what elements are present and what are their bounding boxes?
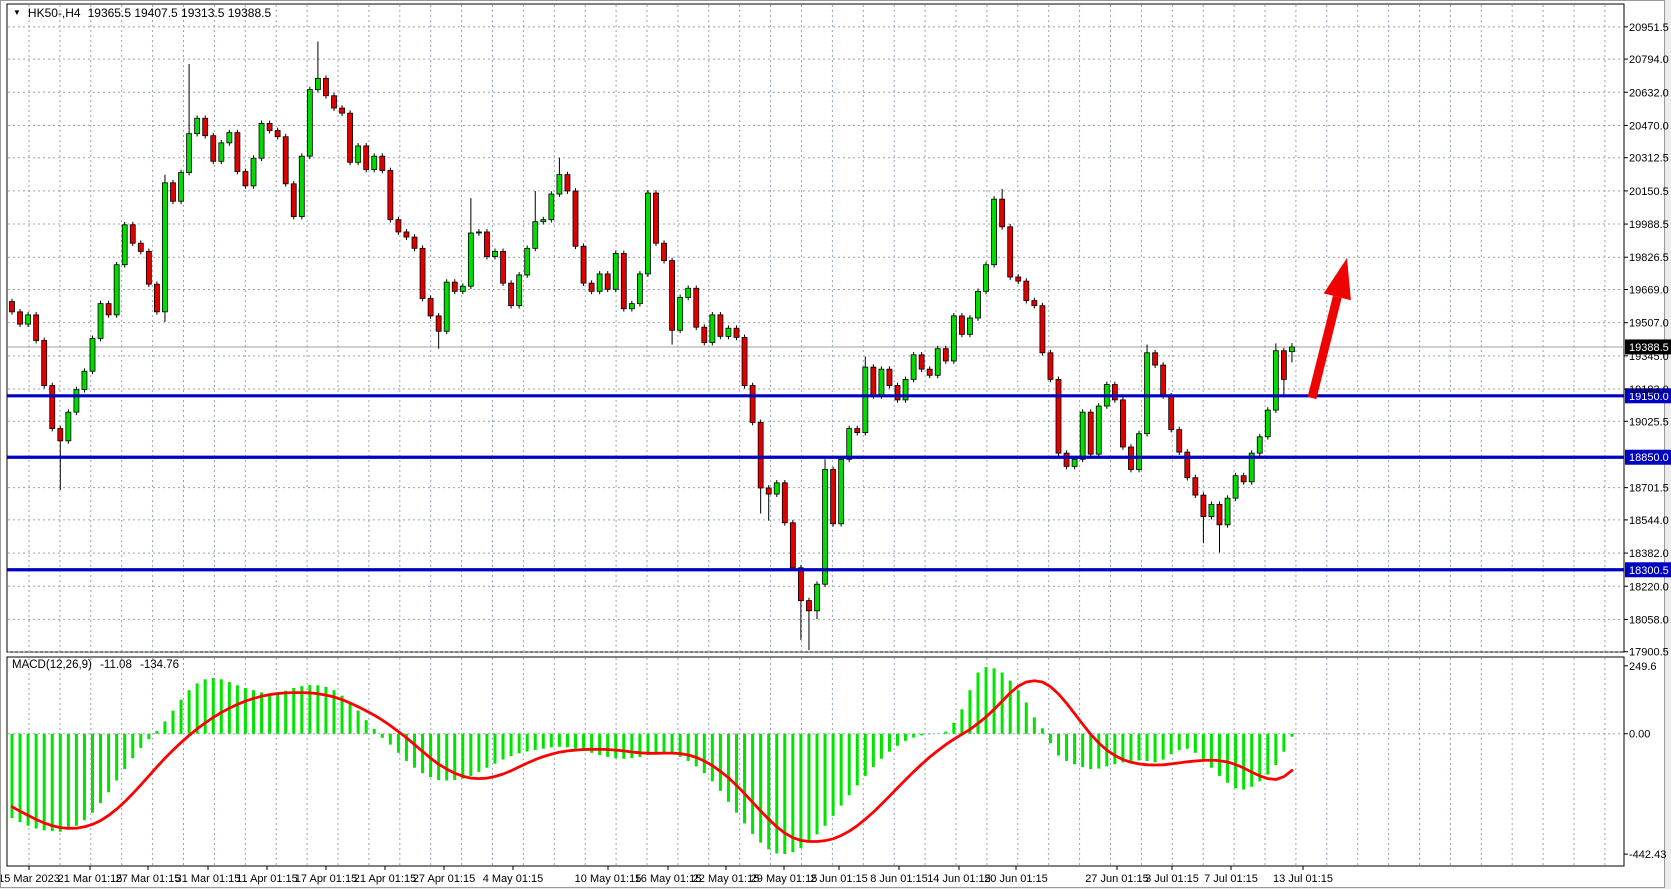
price-axis-label: 20951.5 (1629, 22, 1669, 34)
time-axis-label: 31 Mar 01:15 (176, 873, 241, 885)
time-axis-label: 20 Jun 01:15 (984, 873, 1048, 885)
time-axis-label: 21 Apr 01:15 (354, 873, 416, 885)
time-axis-label: 2 Jun 01:15 (810, 873, 868, 885)
time-axis-label: 16 May 01:15 (635, 873, 702, 885)
price-axis-label: 19507.0 (1629, 318, 1669, 330)
price-axis[interactable]: 20951.5 20794.0 20632.0 20470.0 20312.5 20150… (1624, 22, 1669, 659)
macd-name: MACD(12,26,9) (12, 659, 92, 671)
price-axis-label: 20312.5 (1629, 153, 1669, 165)
price-axis-label: 18220.0 (1629, 581, 1669, 593)
hline-price-box (1625, 562, 1671, 578)
hline-price-box (1625, 449, 1671, 465)
hline-price-label: 18300.5 (1629, 565, 1669, 577)
time-axis-label: 13 Jul 01:15 (1273, 873, 1333, 885)
time-axis-label: 17 Apr 01:15 (295, 873, 357, 885)
macd-axis[interactable]: 249.6 0.00 -442.43 (1624, 661, 1666, 861)
price-axis-label: 17900.5 (1629, 647, 1669, 659)
price-axis-label: 18382.0 (1629, 548, 1669, 560)
main-plot-area[interactable] (6, 3, 1625, 653)
time-axis-label: 27 Apr 01:15 (413, 873, 475, 885)
macd-main-value: -11.08 (100, 659, 132, 671)
time-axis-label: 14 Jun 01:15 (927, 873, 991, 885)
price-axis-label: 20150.5 (1629, 186, 1669, 198)
hline-price-label: 19150.0 (1629, 391, 1669, 403)
price-axis-label: 20470.0 (1629, 120, 1669, 132)
time-axis-label: 29 May 01:15 (751, 873, 818, 885)
price-axis-label: 19025.5 (1629, 416, 1669, 428)
time-axis-label: 3 Jul 01:15 (1145, 873, 1199, 885)
hline-price-label: 18850.0 (1629, 452, 1669, 464)
candlestick-series[interactable] (9, 41, 1295, 651)
price-axis-label: 19988.5 (1629, 219, 1669, 231)
price-axis-label: 18701.5 (1629, 483, 1669, 495)
time-axis-label: 7 Jul 01:15 (1204, 873, 1258, 885)
time-axis-label: 8 Jun 01:15 (870, 873, 928, 885)
time-axis-label: 22 May 01:15 (693, 873, 760, 885)
time-axis-label: 4 May 01:15 (483, 873, 544, 885)
price-axis-label: 20632.0 (1629, 87, 1669, 99)
hline-price-box (1625, 388, 1671, 404)
time-axis-label: 27 Mar 01:15 (116, 873, 181, 885)
grid (8, 5, 1623, 865)
time-axis-label: 21 Mar 01:15 (58, 873, 123, 885)
symbol-dropdown-icon[interactable]: ▼ (13, 8, 21, 17)
price-axis-label: 19669.0 (1629, 284, 1669, 296)
macd-axis-label: 0.00 (1629, 729, 1650, 741)
time-axis-label: 15 Mar 2023 (1, 873, 60, 885)
symbol-label: HK50-,H4 (27, 6, 81, 20)
ohlc-values: 19365.5 19407.5 19313.5 19388.5 (87, 6, 272, 20)
price-axis-label: 19826.5 (1629, 252, 1669, 264)
time-axis-label: 27 Jun 01:15 (1085, 873, 1149, 885)
price-axis-label: 18544.0 (1629, 515, 1669, 527)
price-axis-label: 19183.0 (1629, 384, 1669, 396)
current-price-box (1625, 339, 1671, 355)
time-axis-label: 11 Apr 01:15 (236, 873, 298, 885)
price-axis-label: 19345.0 (1629, 351, 1669, 363)
trend-arrow[interactable] (1307, 258, 1351, 400)
current-price-label: 19388.5 (1629, 342, 1669, 354)
macd-axis-label: -442.43 (1629, 849, 1666, 861)
chart-title: ▼ HK50-,H4 19365.5 19407.5 19313.5 19388… (13, 6, 271, 20)
price-axis-label: 18058.0 (1629, 614, 1669, 626)
macd-signal-value: -134.76 (140, 659, 180, 671)
time-axis-label: 10 May 01:15 (575, 873, 642, 885)
macd-signal-line (10, 679, 1294, 843)
macd-axis-label: 249.6 (1629, 661, 1657, 673)
price-axis-label: 20794.0 (1629, 54, 1669, 66)
macd-indicator-label: MACD(12,26,9) -11.08 -134.76 (12, 659, 184, 671)
